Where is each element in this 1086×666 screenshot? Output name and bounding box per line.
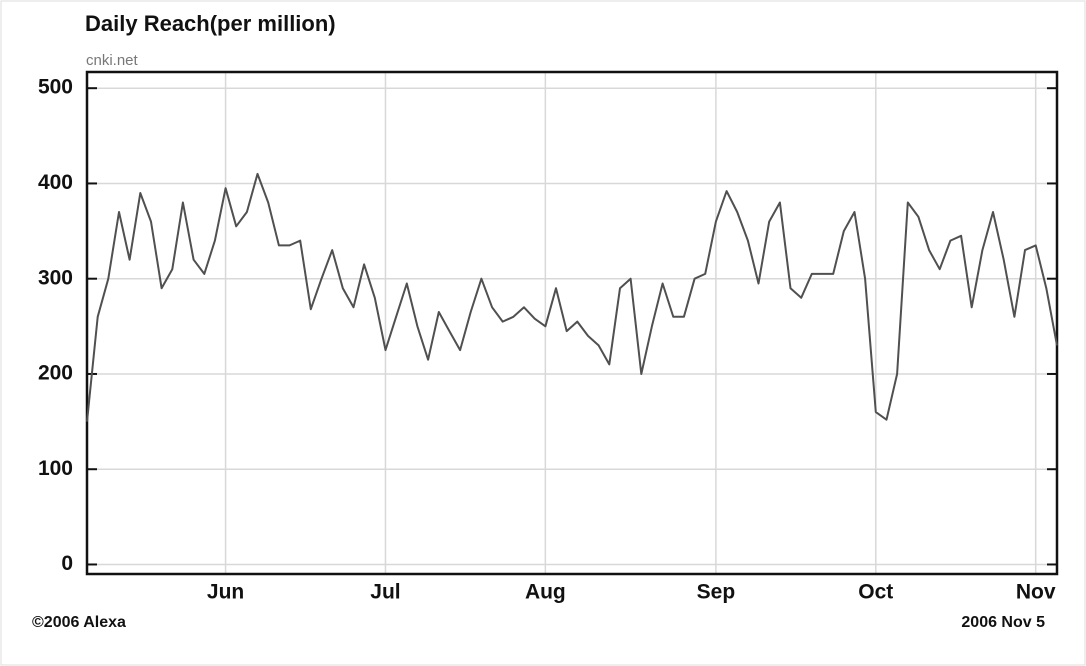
plot-frame xyxy=(85,70,1059,576)
x-tick-label: Oct xyxy=(858,581,893,604)
y-tick-label: 400 xyxy=(38,171,73,194)
x-tick-label: Nov xyxy=(1016,581,1056,604)
x-tick-label: Sep xyxy=(697,581,736,604)
footer-right: 2006 Nov 5 xyxy=(961,614,1045,631)
x-tick-label: Aug xyxy=(525,581,566,604)
line-series xyxy=(86,172,1058,422)
y-tick-label: 100 xyxy=(38,457,73,480)
y-tick-label: 200 xyxy=(38,362,73,385)
footer-left: ©2006 Alexa xyxy=(32,614,126,631)
chart-title: Daily Reach(per million) xyxy=(85,11,336,36)
x-tick-label: Jun xyxy=(207,581,244,604)
x-tick-label: Jul xyxy=(370,581,400,604)
y-tick-label: 500 xyxy=(38,76,73,99)
y-tick-label: 300 xyxy=(38,266,73,289)
y-tick-label: 0 xyxy=(61,552,73,575)
chart-subtitle: cnki.net xyxy=(86,52,139,69)
